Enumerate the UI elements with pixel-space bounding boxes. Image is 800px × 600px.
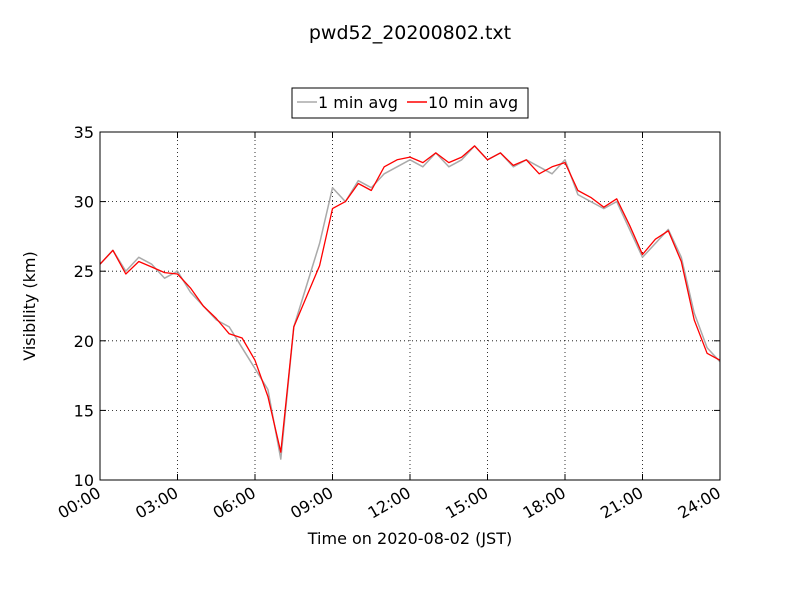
series-lines — [100, 145, 720, 460]
y-tick-label: 35 — [74, 123, 94, 142]
x-axis-title: Time on 2020-08-02 (JST) — [307, 529, 512, 548]
y-axis-title: Visibility (km) — [20, 251, 39, 360]
chart-title: pwd52_20200802.txt — [309, 22, 511, 44]
y-tick-label: 10 — [74, 471, 94, 490]
y-tick-labels: 10 15 20 25 30 35 — [74, 123, 94, 490]
y-tick-label: 30 — [74, 193, 94, 212]
y-tick-label: 25 — [74, 262, 94, 281]
series-10min-avg-line — [100, 145, 720, 453]
legend-box — [291, 87, 529, 119]
axis-ticks — [99, 131, 721, 481]
y-tick-label: 15 — [74, 401, 94, 420]
y-tick-label: 20 — [74, 332, 94, 351]
legend: 1 min avg 10 min avg — [291, 87, 529, 119]
legend-label-10min: 10 min avg — [428, 93, 518, 112]
legend-label-1min: 1 min avg — [318, 93, 398, 112]
